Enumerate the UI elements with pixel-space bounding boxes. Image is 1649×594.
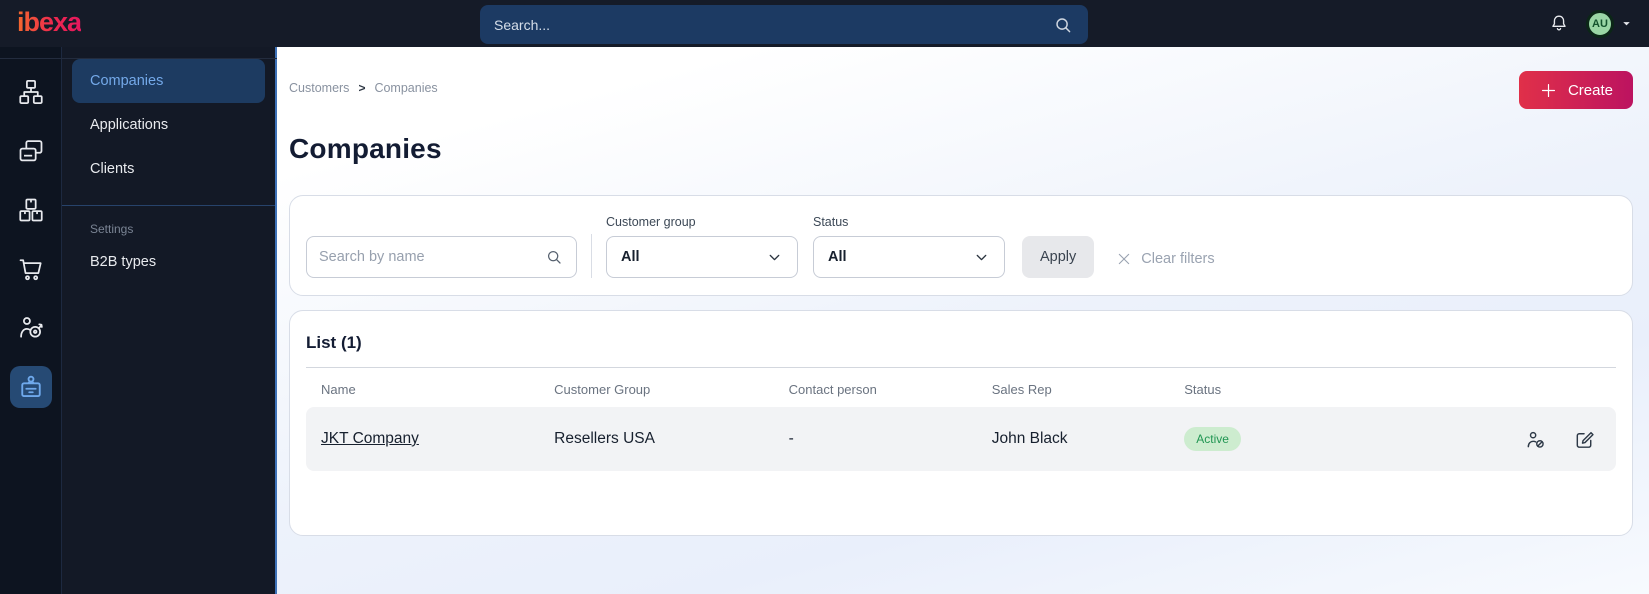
column-header-actions bbox=[1426, 382, 1616, 397]
breadcrumb-separator: > bbox=[358, 81, 366, 95]
pages-icon[interactable] bbox=[10, 130, 52, 172]
sidebar-item-b2b-types[interactable]: B2B types bbox=[90, 254, 157, 270]
customer-group-select[interactable]: All bbox=[606, 236, 798, 278]
close-icon bbox=[1116, 251, 1132, 267]
status-field: Status All bbox=[813, 215, 1005, 278]
customer-group-label: Customer group bbox=[606, 215, 696, 229]
list-card: List (1) Name Customer Group Contact per… bbox=[289, 310, 1633, 536]
search-icon[interactable] bbox=[1052, 14, 1074, 36]
cell-sales-rep: John Black bbox=[991, 430, 1068, 447]
edit-icon[interactable] bbox=[1573, 428, 1596, 451]
column-header-customer-group: Customer Group bbox=[554, 382, 651, 397]
column-header-status: Status bbox=[1184, 382, 1222, 397]
status-label: Status bbox=[813, 215, 849, 229]
audience-target-icon[interactable] bbox=[10, 307, 52, 349]
breadcrumb: Customers > Companies bbox=[289, 71, 438, 95]
breadcrumb-customers[interactable]: Customers bbox=[289, 81, 350, 95]
user-block-icon[interactable] bbox=[1524, 428, 1547, 451]
filters-card: Customer group All Status All bbox=[289, 195, 1633, 296]
clear-filters-button[interactable]: Clear filters bbox=[1116, 251, 1215, 267]
cart-icon[interactable] bbox=[10, 248, 52, 290]
cell-contact-person: - bbox=[788, 430, 794, 447]
filter-search-box[interactable] bbox=[306, 236, 577, 278]
filter-vertical-divider bbox=[591, 234, 592, 278]
customer-badge-icon[interactable] bbox=[9, 366, 52, 408]
status-value: All bbox=[828, 249, 847, 265]
org-chart-icon[interactable] bbox=[10, 71, 52, 113]
sidebar-item-clients[interactable]: Clients bbox=[90, 161, 135, 177]
body: Companies Applications Clients Settings … bbox=[0, 47, 1649, 594]
global-search-input[interactable] bbox=[494, 16, 1052, 33]
company-name-link[interactable]: JKT Company bbox=[321, 430, 419, 447]
column-header-contact-person: Contact person bbox=[788, 382, 877, 397]
chevron-down-icon bbox=[766, 249, 783, 266]
global-search-bar[interactable] bbox=[480, 5, 1088, 44]
apply-button[interactable]: Apply bbox=[1022, 236, 1095, 278]
list-title: List (1) bbox=[306, 333, 362, 352]
table-row: JKT Company Resellers USA - John Black A… bbox=[306, 407, 1616, 471]
icon-rail bbox=[0, 47, 62, 594]
column-header-sales-rep: Sales Rep bbox=[991, 382, 1052, 397]
search-icon[interactable] bbox=[544, 247, 564, 267]
sidebar-menu: Companies Applications Clients Settings … bbox=[62, 47, 277, 594]
top-bar: ibexa AU bbox=[0, 0, 1649, 47]
column-header-name: Name bbox=[321, 382, 356, 397]
cell-customer-group: Resellers USA bbox=[554, 430, 655, 447]
customer-group-field: Customer group All bbox=[606, 215, 798, 278]
notifications-bell-icon[interactable] bbox=[1546, 11, 1572, 37]
chevron-down-icon bbox=[973, 249, 990, 266]
plus-icon bbox=[1539, 81, 1558, 100]
sidebar-divider bbox=[62, 205, 275, 206]
create-button[interactable]: Create bbox=[1518, 71, 1633, 109]
sidebar-item-companies[interactable]: Companies bbox=[72, 59, 265, 103]
table-header-row: Name Customer Group Contact person Sales… bbox=[306, 368, 1616, 407]
avatar[interactable]: AU bbox=[1586, 9, 1614, 38]
customer-group-value: All bbox=[621, 249, 640, 265]
status-badge: Active bbox=[1184, 427, 1241, 451]
breadcrumb-companies[interactable]: Companies bbox=[374, 81, 438, 95]
page-title: Companies bbox=[289, 133, 442, 164]
ibexa-logo[interactable]: ibexa bbox=[17, 7, 82, 37]
products-icon[interactable] bbox=[10, 189, 52, 231]
filter-search-input[interactable] bbox=[319, 249, 544, 265]
row-actions bbox=[1426, 428, 1616, 451]
sidebar-item-applications[interactable]: Applications bbox=[90, 117, 169, 133]
sidebar-section-settings: Settings bbox=[90, 222, 134, 236]
user-menu[interactable]: AU bbox=[1586, 9, 1633, 38]
status-select[interactable]: All bbox=[813, 236, 1005, 278]
clear-filters-label: Clear filters bbox=[1141, 251, 1215, 267]
create-button-label: Create bbox=[1567, 81, 1613, 99]
chevron-down-icon[interactable] bbox=[1620, 17, 1633, 30]
list-divider bbox=[306, 367, 1616, 368]
main-content: Customers > Companies Create Companies bbox=[277, 47, 1649, 594]
topbar-right-cluster: AU bbox=[1546, 0, 1633, 47]
content-header: Customers > Companies Create bbox=[289, 71, 1633, 109]
